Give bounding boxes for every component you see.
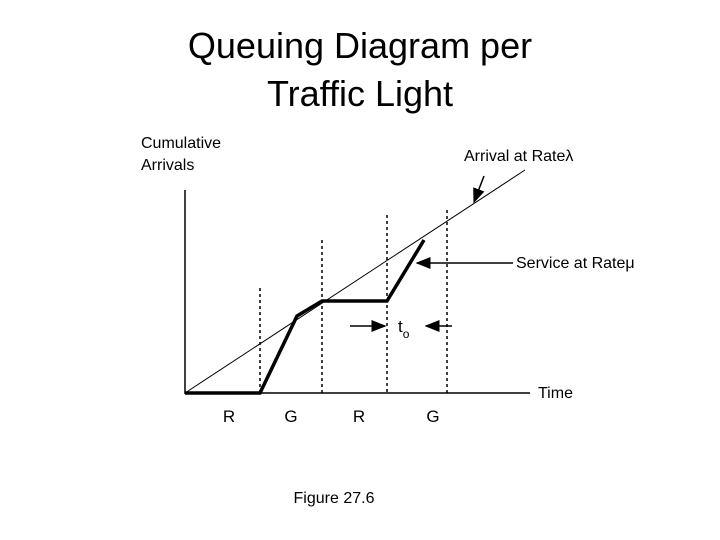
title-line: Queuing Diagram per — [188, 25, 532, 66]
caption: Figure 27.6 — [294, 490, 375, 507]
phase-label: R — [223, 407, 235, 426]
t0-sub: o — [403, 327, 410, 341]
phase-label: G — [426, 407, 439, 426]
arrival-label: Arrival at Rateλ — [464, 148, 573, 165]
t0-base: t — [398, 317, 403, 336]
title-line: Traffic Light — [267, 73, 453, 114]
t0-label: to — [398, 317, 410, 341]
phase-label: G — [284, 407, 297, 426]
x-axis-label: Time — [538, 385, 573, 402]
y-axis-label: Cumulative — [141, 135, 221, 152]
y-axis-label: Arrivals — [141, 157, 194, 174]
phase-label: R — [353, 407, 365, 426]
service-label: Service at Rateμ — [516, 255, 635, 272]
axes — [184, 169, 530, 395]
